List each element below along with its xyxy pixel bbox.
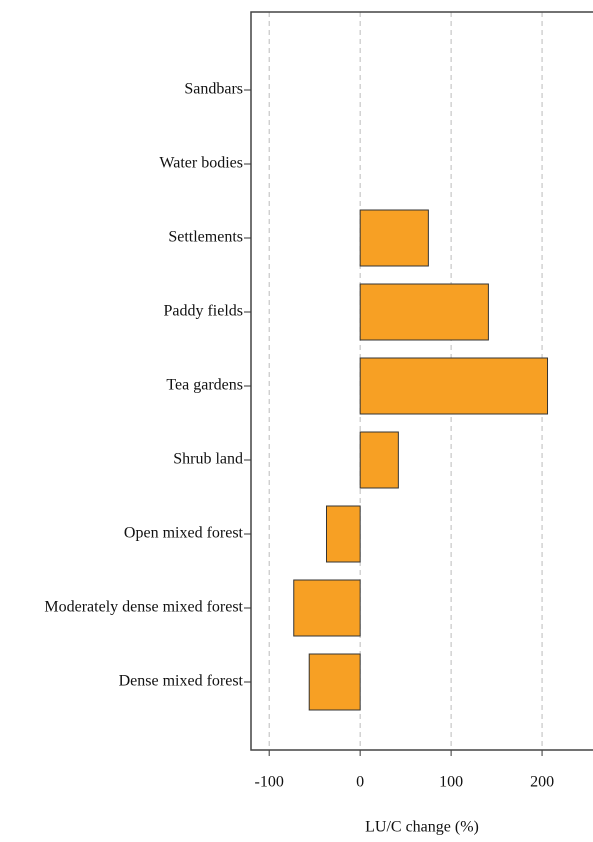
bar: [293, 579, 361, 637]
y-tick-label: Tea gardens: [166, 377, 243, 394]
bar: [308, 653, 361, 711]
y-tick-label: Shrub land: [173, 451, 243, 468]
y-tick-label: Water bodies: [159, 155, 243, 172]
bar: [359, 357, 549, 415]
x-tick-label: 100: [439, 774, 463, 791]
bar: [359, 431, 399, 489]
axis-frame: [250, 11, 593, 751]
y-tick-label: Paddy fields: [163, 303, 243, 320]
x-tick-label: 200: [530, 774, 554, 791]
bar: [359, 209, 429, 267]
y-tick-label: Sandbars: [184, 81, 243, 98]
bar: [325, 505, 361, 563]
bar: [359, 283, 489, 341]
y-tick-label: Settlements: [168, 229, 243, 246]
y-tick-label: Dense mixed forest: [119, 673, 244, 690]
x-tick-label: 0: [356, 774, 364, 791]
y-tick-label: Open mixed forest: [124, 525, 244, 542]
y-tick-label: Moderately dense mixed forest: [44, 599, 243, 616]
x-axis-label: LU/C change (%): [365, 819, 479, 836]
x-tick-label: -100: [255, 774, 284, 791]
